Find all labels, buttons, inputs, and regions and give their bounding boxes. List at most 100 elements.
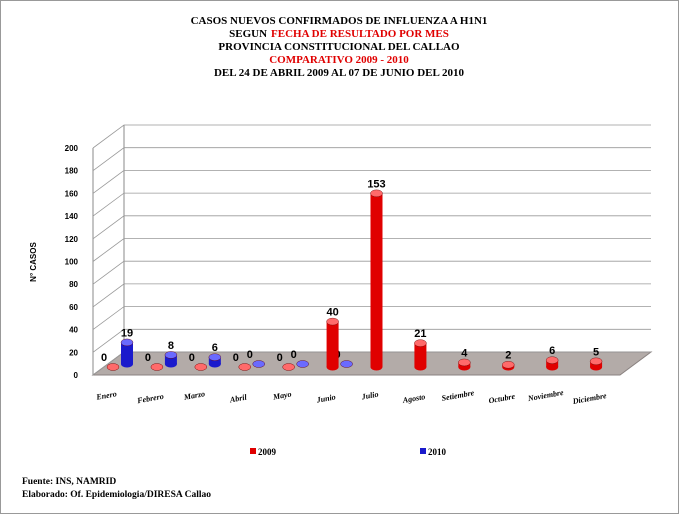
data-label: 0 [189, 352, 195, 364]
bar-top [164, 351, 178, 359]
x-tick-label: Junio [315, 392, 336, 404]
chart-title: CASOS NUEVOS CONFIRMADOS DE INFLUENZA A … [191, 15, 488, 79]
footnote: Elaborado: Of. Epidemiologia/DIRESA Call… [22, 490, 211, 500]
bar-top [194, 363, 208, 371]
data-label: 4 [461, 347, 468, 359]
y-tick-label: 20 [69, 348, 78, 357]
y-tick-label: 180 [65, 167, 79, 176]
data-label: 0 [145, 352, 151, 364]
bar-top [106, 363, 120, 371]
legend-swatch [250, 448, 256, 454]
bar [296, 360, 309, 368]
footnote: Fuente: INS, NAMRID [22, 477, 116, 487]
bar-top [238, 363, 251, 371]
title-line: PROVINCIA CONSTITUCIONAL DEL CALLAO [218, 41, 460, 53]
title-line: SEGUN FECHA DE RESULTADO POR MES [229, 28, 449, 40]
title-line: CASOS NUEVOS CONFIRMADOS DE INFLUENZA A … [191, 15, 488, 27]
grid-line [92, 238, 651, 262]
grid-line [92, 260, 651, 285]
grid-line [92, 192, 651, 217]
legend-label: 2010 [428, 447, 447, 457]
legend-swatch [420, 448, 426, 454]
bar-top [282, 363, 295, 371]
grid-line [92, 215, 651, 240]
bar [238, 363, 251, 371]
data-label: 21 [414, 328, 426, 340]
grid-line [92, 328, 651, 353]
title-line: DEL 24 DE ABRIL 2009 AL 07 DE JUNIO DEL … [214, 67, 465, 79]
data-label: 0 [247, 349, 253, 361]
bar [340, 360, 353, 368]
bar-top [120, 338, 134, 347]
grid-line [92, 124, 651, 149]
data-label: 6 [549, 345, 555, 357]
data-label: 19 [121, 327, 133, 339]
y-tick-label: 160 [65, 189, 79, 198]
bar-top [502, 361, 515, 369]
title-segment: SEGUN [229, 28, 267, 40]
bar-top [252, 360, 265, 368]
data-label: 153 [367, 178, 385, 190]
bar-top [150, 363, 164, 371]
title-segment: DEL 24 DE ABRIL 2009 AL 07 DE JUNIO DEL … [214, 67, 465, 79]
bar [164, 351, 178, 368]
y-tick-label: 140 [65, 212, 79, 221]
x-tick-label: Marzo [182, 389, 206, 402]
y-tick-label: 60 [69, 303, 78, 312]
bar-top [370, 189, 383, 198]
bar [208, 353, 222, 368]
y-tick-label: 200 [65, 144, 79, 153]
title-segment: COMPARATIVO 2009 - 2010 [269, 54, 409, 66]
bar-top [296, 360, 309, 368]
y-tick-label: 40 [69, 326, 78, 335]
legend-label: 2009 [258, 447, 277, 457]
bar-top [414, 339, 427, 347]
bar-top [589, 357, 603, 366]
data-label: 6 [212, 342, 218, 354]
bar-top [208, 353, 222, 361]
bar-top [326, 317, 339, 326]
bar [370, 189, 383, 371]
bar [326, 317, 339, 371]
data-label: 40 [326, 307, 338, 319]
x-tick-label: Mayo [271, 389, 292, 401]
bar [120, 338, 134, 368]
bar-top [340, 360, 353, 368]
x-tick-label: Agosto [401, 392, 426, 405]
y-tick-label: 100 [65, 258, 79, 267]
bar-body [326, 321, 339, 367]
bar [282, 363, 295, 371]
x-tick-label: Enero [95, 389, 118, 402]
title-line: COMPARATIVO 2009 - 2010 [269, 54, 409, 66]
bar [545, 356, 559, 371]
y-axis-label: N° CASOS [29, 242, 38, 282]
data-label: 0 [291, 349, 297, 361]
data-label: 0 [101, 352, 107, 364]
bar-body [121, 342, 133, 364]
y-tick-label: 80 [69, 280, 78, 289]
data-label: 2 [505, 350, 511, 362]
grid-line [92, 306, 651, 330]
title-segment: PROVINCIA CONSTITUCIONAL DEL CALLAO [218, 41, 460, 53]
title-segment: CASOS NUEVOS CONFIRMADOS DE INFLUENZA A … [191, 15, 488, 27]
data-label: 5 [593, 346, 599, 358]
bar-body [370, 193, 383, 367]
bar [150, 363, 164, 371]
bar [106, 363, 120, 371]
bar [458, 358, 471, 371]
title-segment: FECHA DE RESULTADO POR MES [271, 28, 449, 40]
grid-line [92, 147, 651, 172]
y-tick-label: 0 [74, 371, 79, 380]
bar [252, 360, 265, 368]
data-label: 0 [277, 352, 283, 364]
grid-line [92, 169, 651, 194]
y-tick-label: 120 [65, 235, 79, 244]
x-tick-label: Abril [228, 393, 248, 405]
bar-body [414, 343, 427, 367]
data-label: 0 [233, 352, 239, 364]
x-tick-label: Julio [360, 390, 379, 402]
bar-body [164, 354, 177, 364]
bar-top [458, 358, 471, 367]
bar [194, 363, 208, 371]
